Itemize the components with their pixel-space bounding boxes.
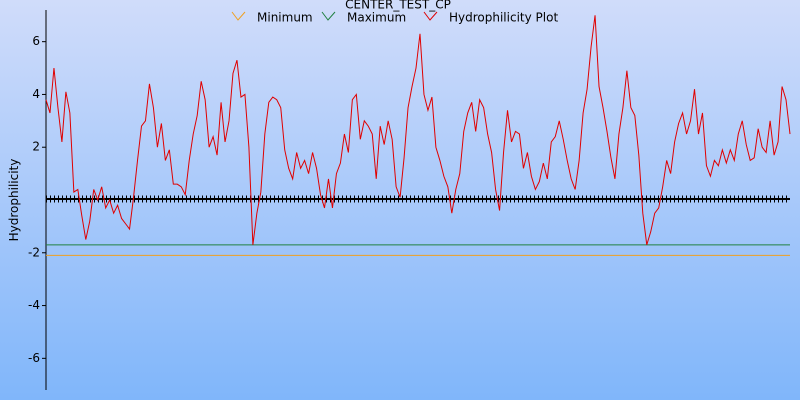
- data-line: [45, 15, 791, 246]
- y-tick-label: -2: [28, 245, 40, 259]
- legend: Minimum Maximum Hydrophilicity Plot: [231, 11, 558, 25]
- legend-icon: [423, 11, 438, 21]
- y-tick-label: 4: [32, 87, 40, 101]
- y-tick-label: -4: [28, 298, 40, 312]
- legend-icon: [231, 11, 246, 21]
- legend-label: Hydrophilicity Plot: [449, 11, 558, 25]
- y-tick-label: 6: [32, 34, 40, 48]
- y-tick-label: -6: [28, 351, 40, 365]
- legend-icon: [321, 11, 336, 21]
- legend-label: Maximum: [347, 11, 406, 25]
- chart-title: CENTER_TEST_CP: [345, 0, 451, 12]
- y-axis-label: Hydrophilicity: [7, 159, 21, 242]
- y-tick-label: 2: [32, 140, 40, 154]
- legend-label: Minimum: [257, 11, 313, 25]
